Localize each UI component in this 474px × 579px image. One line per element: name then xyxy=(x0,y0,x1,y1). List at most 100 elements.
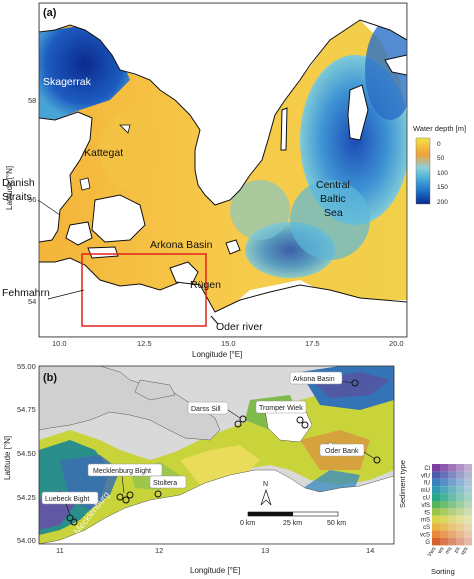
label-central-baltic-3: Sea xyxy=(324,207,343,219)
legend-cell xyxy=(440,486,448,494)
scandinavia-land xyxy=(39,3,407,206)
legend-cell xyxy=(432,471,440,479)
legend-cell xyxy=(432,530,440,538)
station-oder-bank: Oder Bank xyxy=(325,448,359,455)
sediment-type-Cl: Cl xyxy=(424,466,430,472)
legend-cell xyxy=(448,493,456,501)
lolland-land xyxy=(87,246,119,259)
legend-cell xyxy=(456,464,464,472)
legend-cell xyxy=(448,508,456,516)
sediment-type-cU: cU xyxy=(423,496,430,502)
station-tromper-wiek: Tromper Wiek xyxy=(259,405,303,412)
legend-cell xyxy=(464,538,472,546)
label-kattegat: Kattegat xyxy=(84,147,123,159)
legend-cell xyxy=(432,523,440,531)
legend-cell xyxy=(456,493,464,501)
legend-cell xyxy=(440,493,448,501)
legend-cell xyxy=(432,493,440,501)
a-ytick-0: 58 xyxy=(28,96,36,105)
b-xtick-3: 14 xyxy=(366,546,374,555)
legend-cell xyxy=(432,478,440,487)
legend-cell xyxy=(464,471,472,479)
b-ytick-2: 54.50 xyxy=(17,449,36,458)
panel-b-frame xyxy=(38,365,395,545)
depth-colorbar xyxy=(415,137,431,205)
legend-cell xyxy=(456,538,464,546)
legend-cell xyxy=(456,478,464,487)
panel-a-x-axis: 10.0 12.5 15.0 17.5 20.0 Longitude [°E] xyxy=(52,339,404,359)
legend-cell xyxy=(464,478,472,487)
depth-tick-2: 100 xyxy=(437,170,448,177)
legend-cell xyxy=(456,501,464,509)
legend-cell xyxy=(448,471,456,479)
label-fehmahrn: Fehmahrn xyxy=(2,287,50,299)
legend-cell xyxy=(432,501,440,509)
legend-cell xyxy=(440,501,448,509)
a-ytick-2: 54 xyxy=(28,297,36,306)
sorting-class-Vws: Vws xyxy=(427,546,438,558)
sediment-type-mU: mU xyxy=(421,488,430,494)
label-danish-straits-1: Danish xyxy=(2,177,35,189)
a-xtick-1: 12.5 xyxy=(137,339,152,348)
label-central-baltic-2: Baltic xyxy=(320,193,346,205)
legend-cell xyxy=(448,478,456,487)
legend-cell xyxy=(464,515,472,524)
legend-cell xyxy=(464,501,472,509)
legend-cell xyxy=(440,538,448,546)
denmark-land-b xyxy=(39,366,221,441)
b-xtick-0: 11 xyxy=(56,546,64,555)
legend-cell xyxy=(440,523,448,531)
bornholm-island xyxy=(225,239,241,255)
panel-b-tag: (b) xyxy=(43,372,57,384)
legend-cell xyxy=(456,515,464,524)
legend-cell xyxy=(456,486,464,494)
depth-legend: Water depth [m] 0 50 100 150 200 xyxy=(413,124,466,206)
legend-cell xyxy=(440,471,448,479)
study-area-box xyxy=(81,253,207,327)
legend-cell xyxy=(448,486,456,494)
legend-cell xyxy=(440,508,448,516)
sediment-type-vcS: vcS xyxy=(420,533,430,539)
germany-land-b xyxy=(39,469,394,544)
label-oder-river: Oder river xyxy=(216,321,263,333)
legend-cell xyxy=(448,464,456,472)
legend-cell xyxy=(456,523,464,531)
depth-tick-1: 50 xyxy=(437,155,445,162)
a-xtick-0: 10.0 xyxy=(52,339,67,348)
legend-cell xyxy=(448,523,456,531)
b-ytick-1: 54.75 xyxy=(17,405,36,414)
label-central-baltic-1: Central xyxy=(316,179,350,191)
zealand-land xyxy=(91,194,146,243)
panel-a-y-axis: 58 56 54 Latitude [°N] xyxy=(5,96,36,306)
legend-cell xyxy=(448,530,456,538)
gotland-island xyxy=(347,84,369,141)
legend-cell xyxy=(456,508,464,516)
legend-cell xyxy=(432,515,440,524)
scalebar-25: 25 km xyxy=(283,520,302,527)
sorting-class-vps: vps xyxy=(460,546,470,557)
depth-tick-4: 200 xyxy=(437,199,448,206)
panel-a-frame xyxy=(38,2,408,338)
depth-legend-title: Water depth [m] xyxy=(413,124,466,133)
legend-cell xyxy=(440,530,448,538)
a-xtick-3: 17.5 xyxy=(305,339,320,348)
station-darss-sill: Darss Sill xyxy=(191,406,221,413)
legend-cell xyxy=(440,478,448,487)
b-xtick-2: 13 xyxy=(261,546,269,555)
sediment-type-cS: cS xyxy=(423,525,430,531)
legend-cell xyxy=(464,493,472,501)
b-xtick-1: 12 xyxy=(155,546,163,555)
a-xtick-4: 20.0 xyxy=(389,339,404,348)
south-coast-land xyxy=(39,257,407,337)
sediment-type-vfS: vfS xyxy=(421,503,430,509)
legend-cell xyxy=(456,471,464,479)
legend-cell xyxy=(432,508,440,516)
b-ytick-0: 55.00 xyxy=(17,362,36,371)
legend-cell xyxy=(432,464,440,472)
legend-cell xyxy=(456,530,464,538)
label-danish-straits-2: Straits xyxy=(2,191,32,203)
station-arkona-basin: Arkona Basin xyxy=(293,376,335,383)
lolland-b xyxy=(134,379,176,401)
